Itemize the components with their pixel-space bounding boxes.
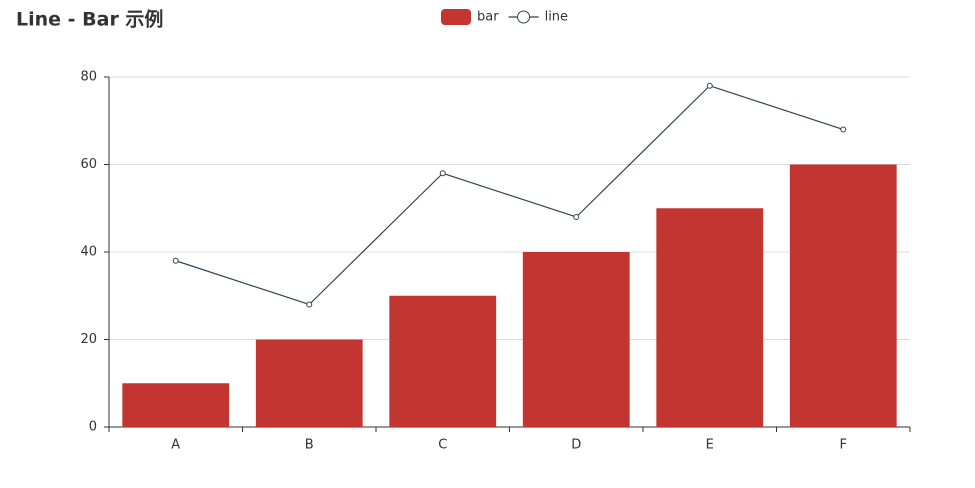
x-tick-label: A xyxy=(171,438,180,453)
point xyxy=(840,126,847,133)
x-tick-label: C xyxy=(438,438,447,453)
y-tick-label: 0 xyxy=(89,420,97,435)
point xyxy=(573,214,580,220)
point xyxy=(439,170,446,177)
point xyxy=(172,257,179,264)
y-tick-label: 60 xyxy=(80,157,97,172)
point xyxy=(706,82,713,89)
x-tick-label: E xyxy=(706,438,714,453)
x-tick-label: B xyxy=(305,438,314,453)
bar xyxy=(789,164,897,427)
bar xyxy=(389,295,497,427)
bar xyxy=(656,208,764,427)
legend-item: line xyxy=(508,10,568,25)
chart-title: Line - Bar 示例 xyxy=(16,8,163,31)
legend-swatch xyxy=(441,9,471,25)
y-tick-label: 80 xyxy=(80,70,97,85)
bar xyxy=(122,383,230,427)
legend-label: bar xyxy=(477,10,499,25)
legend-item: bar xyxy=(441,9,499,25)
bar xyxy=(522,252,630,427)
bar xyxy=(255,339,363,427)
point xyxy=(306,301,313,308)
legend-swatch xyxy=(517,10,531,24)
y-tick-label: 40 xyxy=(80,245,97,260)
legend-label: line xyxy=(545,10,568,25)
y-tick-label: 20 xyxy=(80,332,97,347)
x-tick-label: F xyxy=(840,438,847,453)
x-tick-label: D xyxy=(571,438,581,453)
line xyxy=(175,85,844,306)
